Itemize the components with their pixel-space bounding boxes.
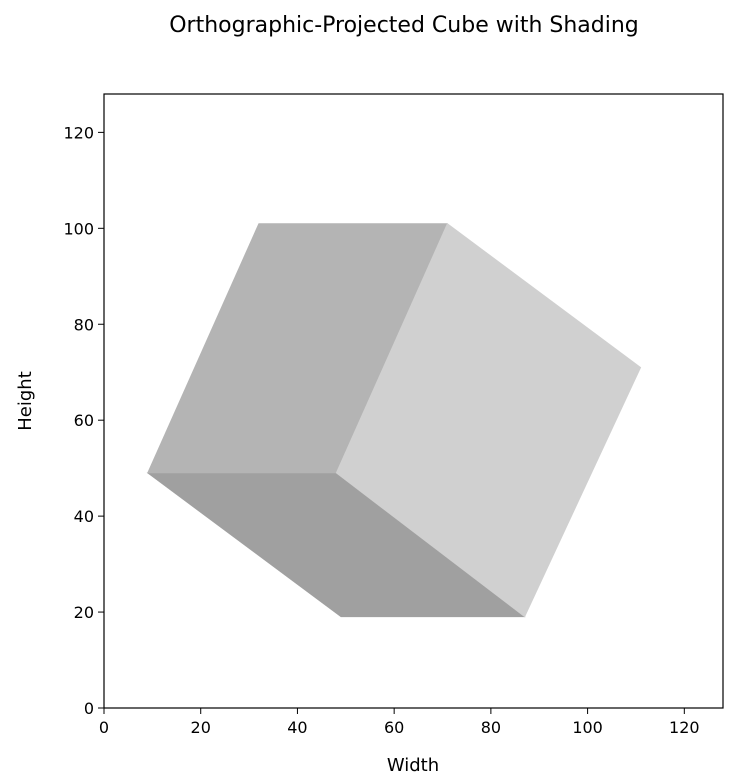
y-axis-label: Height <box>15 371 36 431</box>
y-tick-label: 0 <box>84 699 94 718</box>
x-tick-label: 40 <box>287 718 307 737</box>
x-tick-label: 100 <box>572 718 603 737</box>
cube-face-right <box>335 223 642 618</box>
y-tick-label: 80 <box>74 315 94 334</box>
x-tick-label: 0 <box>99 718 109 737</box>
x-tick-label: 120 <box>669 718 700 737</box>
y-tick-label: 120 <box>63 123 94 142</box>
y-tick-label: 60 <box>74 411 94 430</box>
y-axis-ticks: 0 20 40 60 80 100 120 <box>63 123 104 718</box>
chart-title: Orthographic-Projected Cube with Shading <box>169 13 639 38</box>
x-tick-label: 60 <box>384 718 404 737</box>
y-tick-label: 100 <box>63 219 94 238</box>
x-tick-label: 20 <box>191 718 211 737</box>
plot-frame <box>103 93 724 709</box>
x-tick-label: 80 <box>481 718 501 737</box>
cube-faces <box>146 223 642 618</box>
x-axis-label: Width <box>387 755 439 776</box>
x-axis-ticks: 0 20 40 60 80 100 120 <box>99 708 700 737</box>
y-tick-label: 40 <box>74 507 94 526</box>
y-tick-label: 20 <box>74 603 94 622</box>
